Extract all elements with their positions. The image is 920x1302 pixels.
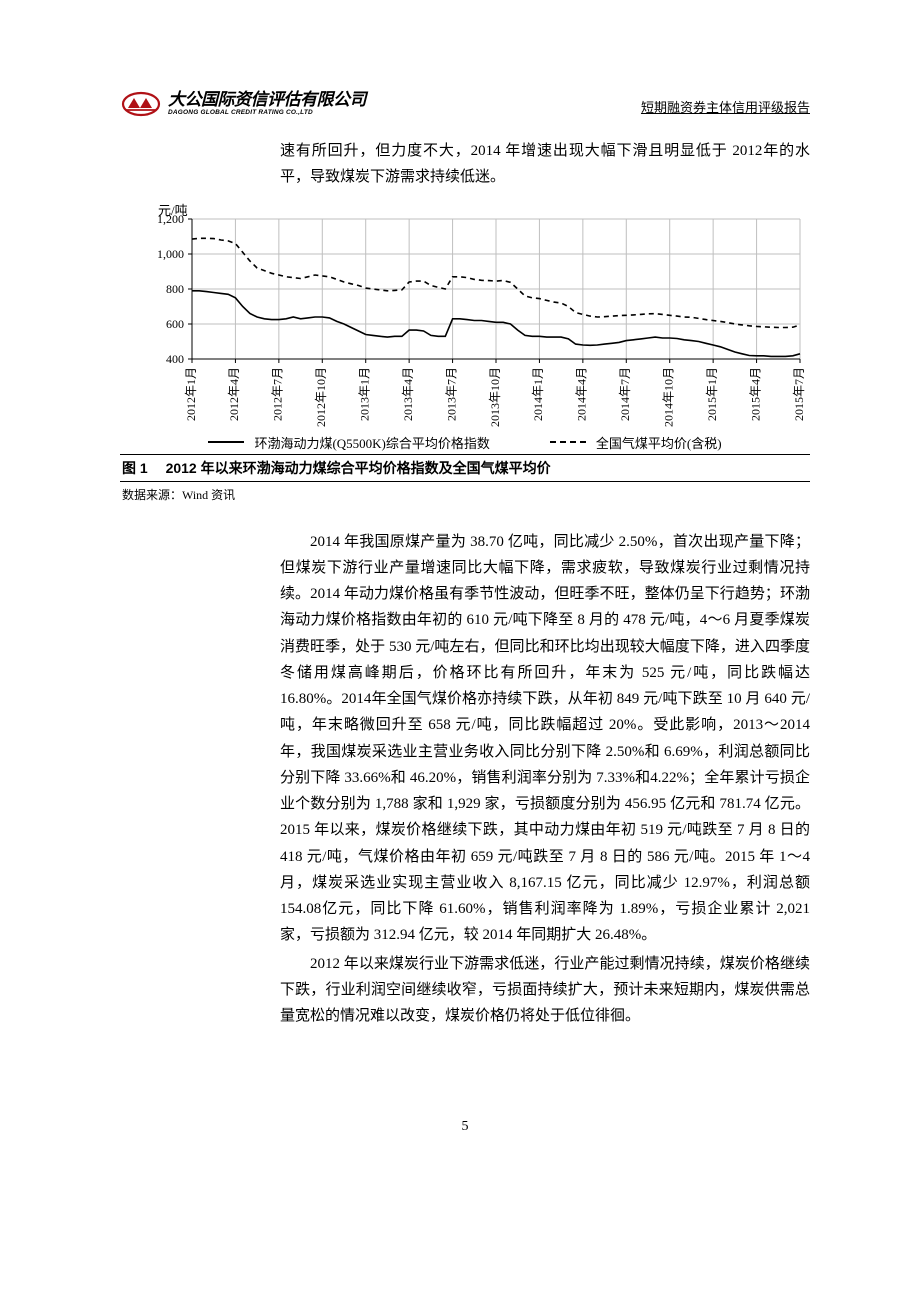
svg-text:2015年7月: 2015年7月 [792,367,806,421]
svg-text:2015年1月: 2015年1月 [705,367,719,421]
company-logo: 大公国际资信评估有限公司 DAGONG GLOBAL CREDIT RATING… [120,90,366,118]
page-number: 5 [120,1119,810,1135]
figure-number: 图 1 [122,460,148,476]
svg-text:2015年4月: 2015年4月 [748,367,762,421]
svg-text:2014年7月: 2014年7月 [618,367,632,421]
svg-text:2013年10月: 2013年10月 [488,367,502,427]
svg-text:2012年7月: 2012年7月 [271,367,285,421]
legend-label-gascoal: 全国气煤平均价(含税) [596,433,722,452]
svg-text:2012年10月: 2012年10月 [314,367,328,427]
svg-text:2014年1月: 2014年1月 [531,367,545,421]
svg-text:2013年7月: 2013年7月 [444,367,458,421]
document-type-label: 短期融资券主体信用评级报告 [641,97,810,116]
svg-text:2012年4月: 2012年4月 [227,367,241,421]
svg-text:800: 800 [166,282,184,296]
legend-swatch-dashed [550,441,586,443]
svg-text:2014年10月: 2014年10月 [661,367,675,427]
legend-item-bohai: 环渤海动力煤(Q5500K)综合平均价格指数 [208,433,489,452]
svg-text:2013年4月: 2013年4月 [401,367,415,421]
svg-text:元/吨: 元/吨 [158,203,188,218]
logo-company-name-cn: 大公国际资信评估有限公司 [168,91,366,108]
svg-text:2014年4月: 2014年4月 [575,367,589,421]
figure-caption: 2012 年以来环渤海动力煤综合平均价格指数及全国气煤平均价 [166,460,551,476]
legend-swatch-solid [208,441,244,443]
svg-text:2012年1月: 2012年1月 [184,367,198,421]
body-paragraph-1: 2014 年我国原煤产量为 38.70 亿吨，同比减少 2.50%，首次出现产量… [280,529,810,949]
dagong-logo-icon [120,90,162,118]
svg-text:1,000: 1,000 [157,247,184,261]
legend-label-bohai: 环渤海动力煤(Q5500K)综合平均价格指数 [254,433,489,452]
figure-caption-row: 图 1 2012 年以来环渤海动力煤综合平均价格指数及全国气煤平均价 [120,455,810,482]
legend-item-gascoal: 全国气煤平均价(含税) [550,433,722,452]
svg-text:2013年1月: 2013年1月 [357,367,371,421]
logo-text-block: 大公国际资信评估有限公司 DAGONG GLOBAL CREDIT RATING… [168,91,366,117]
price-index-chart: 4006008001,0001,200元/吨2012年1月2012年4月2012… [120,201,810,503]
page-header: 大公国际资信评估有限公司 DAGONG GLOBAL CREDIT RATING… [120,90,810,118]
logo-company-name-en: DAGONG GLOBAL CREDIT RATING CO.,LTD [168,110,366,117]
svg-text:400: 400 [166,352,184,366]
document-page: 大公国际资信评估有限公司 DAGONG GLOBAL CREDIT RATING… [0,0,920,1195]
body-paragraph-2: 2012 年以来煤炭行业下游需求低迷，行业产能过剩情况持续，煤炭价格继续下跌，行… [280,951,810,1030]
line-chart-svg: 4006008001,0001,200元/吨2012年1月2012年4月2012… [120,201,810,431]
figure-data-source: 数据来源：Wind 资讯 [120,482,810,503]
intro-paragraph: 速有所回升，但力度不大，2014 年增速出现大幅下滑且明显低于 2012年的水平… [280,138,810,191]
chart-legend: 环渤海动力煤(Q5500K)综合平均价格指数 全国气煤平均价(含税) [120,433,810,455]
svg-text:600: 600 [166,317,184,331]
